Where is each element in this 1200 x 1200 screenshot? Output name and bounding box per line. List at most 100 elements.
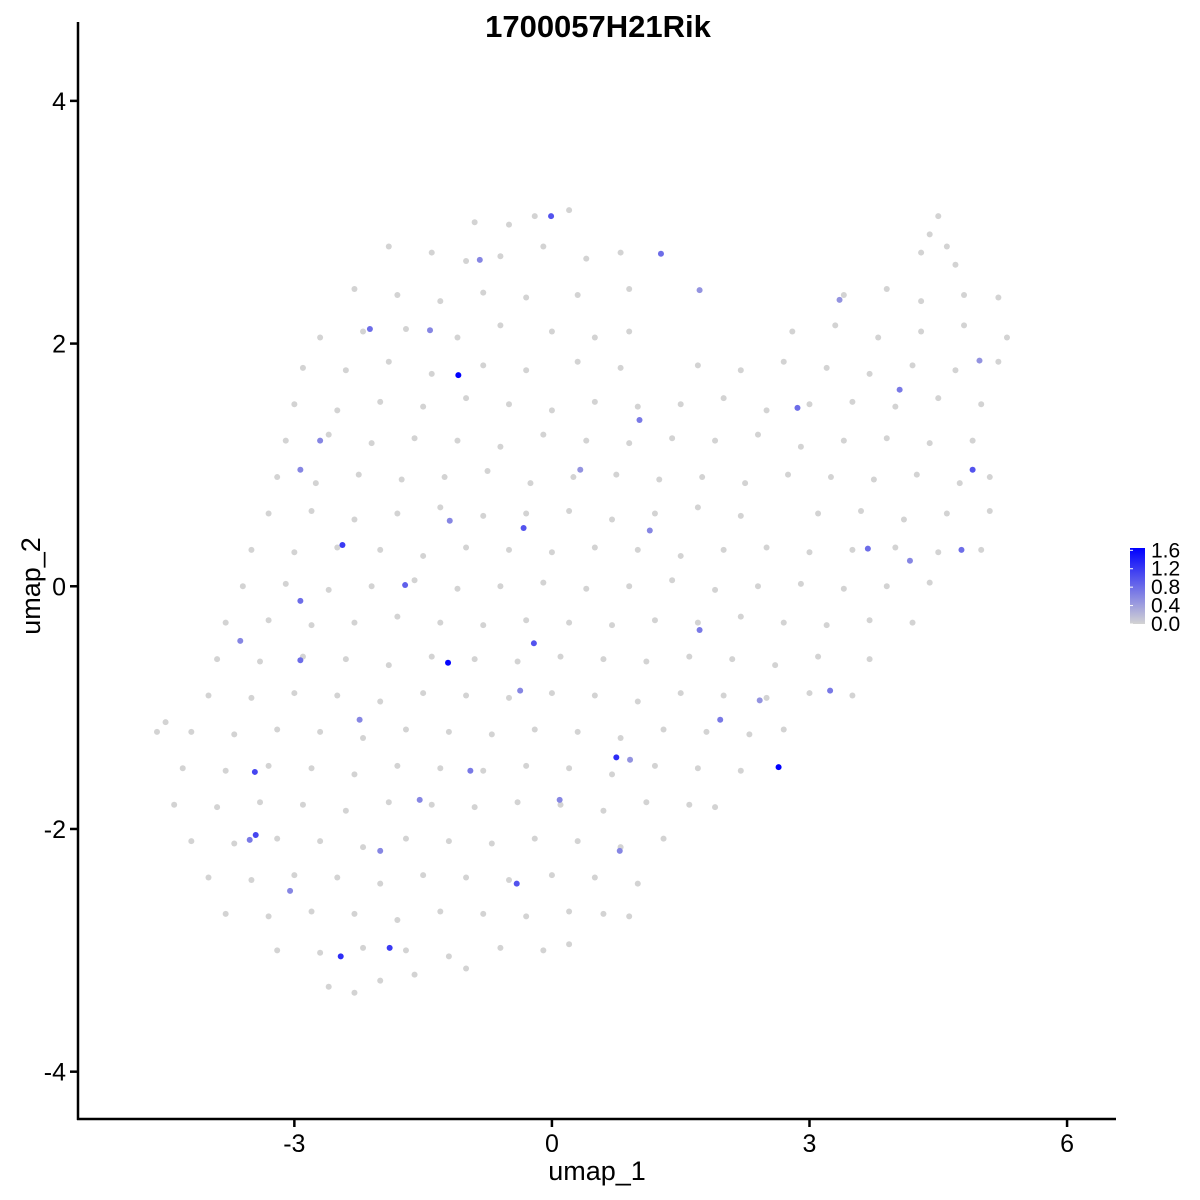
legend-label: 0.4 bbox=[1151, 595, 1181, 618]
data-point bbox=[514, 658, 521, 665]
data-point bbox=[696, 626, 703, 633]
data-point bbox=[214, 656, 221, 663]
data-point bbox=[274, 947, 281, 954]
data-point bbox=[342, 367, 349, 374]
data-point bbox=[956, 480, 963, 487]
data-point bbox=[789, 328, 796, 335]
data-point bbox=[754, 583, 761, 590]
data-point bbox=[712, 586, 719, 593]
data-point bbox=[918, 298, 925, 305]
data-point bbox=[785, 471, 792, 478]
data-point bbox=[832, 322, 839, 329]
data-point bbox=[334, 407, 341, 414]
data-point bbox=[402, 726, 409, 733]
data-point bbox=[849, 398, 856, 405]
x-tick-label: 6 bbox=[1060, 1130, 1074, 1158]
data-point bbox=[909, 362, 916, 369]
data-point bbox=[402, 326, 409, 333]
data-point bbox=[420, 552, 427, 559]
data-point bbox=[548, 872, 555, 879]
data-point bbox=[299, 801, 306, 808]
data-point bbox=[591, 544, 598, 551]
data-point bbox=[317, 334, 324, 341]
data-point bbox=[613, 471, 620, 478]
data-point bbox=[943, 510, 950, 517]
data-point bbox=[976, 357, 983, 364]
data-point bbox=[935, 395, 942, 402]
data-point bbox=[377, 546, 384, 553]
data-point bbox=[746, 731, 753, 738]
y-tick-label: 4 bbox=[52, 88, 66, 116]
data-point bbox=[961, 322, 968, 329]
y-tick-label: -4 bbox=[44, 1059, 66, 1087]
data-point bbox=[463, 544, 470, 551]
data-point bbox=[574, 728, 581, 735]
data-point bbox=[531, 835, 538, 842]
data-point bbox=[906, 557, 913, 564]
data-point bbox=[694, 362, 701, 369]
data-point bbox=[720, 546, 727, 553]
data-point bbox=[317, 949, 324, 956]
data-point bbox=[836, 296, 843, 303]
data-point bbox=[570, 474, 577, 481]
data-point bbox=[566, 765, 573, 772]
data-point bbox=[720, 692, 727, 699]
data-point bbox=[548, 213, 555, 220]
data-point bbox=[717, 716, 724, 723]
data-point bbox=[257, 658, 264, 665]
data-point bbox=[995, 358, 1002, 365]
data-point bbox=[297, 466, 304, 473]
data-point bbox=[540, 243, 547, 250]
data-point bbox=[626, 913, 633, 920]
data-point bbox=[677, 552, 684, 559]
data-point bbox=[377, 880, 384, 887]
data-point bbox=[566, 207, 573, 214]
data-point bbox=[248, 546, 255, 553]
data-point bbox=[849, 692, 856, 699]
data-point bbox=[265, 617, 272, 624]
data-point bbox=[497, 443, 504, 450]
data-point bbox=[188, 838, 195, 845]
legend-label: 1.6 bbox=[1151, 539, 1180, 562]
data-point bbox=[775, 764, 782, 771]
data-point bbox=[540, 579, 547, 586]
data-point bbox=[609, 516, 616, 523]
data-point bbox=[892, 403, 899, 410]
data-point bbox=[729, 656, 736, 663]
data-point bbox=[428, 801, 435, 808]
data-point bbox=[523, 762, 530, 769]
data-point bbox=[591, 692, 598, 699]
data-point bbox=[513, 880, 520, 887]
data-point bbox=[420, 690, 427, 697]
data-point bbox=[557, 653, 564, 660]
data-point bbox=[900, 516, 907, 523]
data-point bbox=[763, 694, 770, 701]
data-point bbox=[763, 407, 770, 414]
data-point bbox=[441, 474, 448, 481]
data-point bbox=[188, 728, 195, 735]
data-point bbox=[463, 258, 470, 265]
data-point bbox=[574, 292, 581, 299]
data-point bbox=[995, 294, 1002, 301]
data-point bbox=[600, 910, 607, 917]
data-point bbox=[883, 285, 890, 292]
data-point bbox=[849, 546, 856, 553]
data-point bbox=[530, 640, 537, 647]
data-point bbox=[918, 328, 925, 335]
data-point bbox=[351, 619, 358, 626]
data-point bbox=[875, 334, 882, 341]
data-point bbox=[566, 508, 573, 515]
data-point bbox=[308, 908, 315, 915]
data-point bbox=[1003, 334, 1010, 341]
data-point bbox=[463, 965, 470, 972]
data-point bbox=[514, 799, 521, 806]
data-point bbox=[523, 617, 530, 624]
y-ticks: -4 -2 0 2 4 bbox=[44, 88, 78, 1087]
data-point bbox=[356, 716, 363, 723]
data-point bbox=[237, 637, 244, 644]
data-point bbox=[402, 835, 409, 842]
chart-title: 1700057H21Rik bbox=[485, 9, 712, 44]
data-point bbox=[548, 690, 555, 697]
data-point bbox=[952, 261, 959, 268]
data-point bbox=[360, 844, 367, 851]
